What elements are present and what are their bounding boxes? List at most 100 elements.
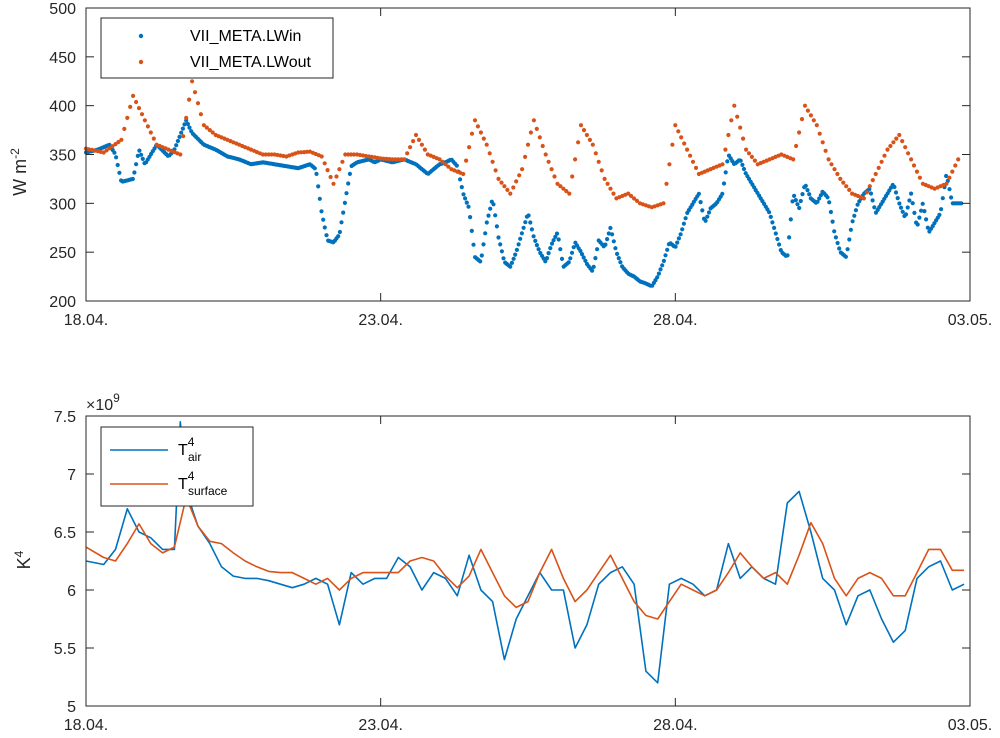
lwout-point [148,130,153,135]
lwin-point [917,215,922,220]
lwout-point [664,181,669,186]
lwin-point [591,264,596,269]
lwout-point [446,164,451,169]
lwin-point [912,210,917,215]
lwin-point [499,249,504,254]
top-legend: VII_META.LWin VII_META.LWout [100,17,334,79]
lwin-point [549,241,555,246]
lwout-point [411,139,416,144]
lwout-point [797,130,802,135]
lwout-point [903,145,908,150]
lwin-point [868,191,874,196]
legend-label-lwin: VII_META.LWin [190,28,301,45]
lwin-point [703,218,708,223]
legend-item-lwin: VII_META.LWin [138,28,301,45]
lwin-point [681,221,687,226]
bottom-x-tick-label: 23.04. [358,717,402,734]
lwout-point [823,148,828,153]
lwin-point [180,126,185,131]
lwin-point [139,152,144,157]
lwin-point [491,202,496,207]
lwin-point [458,177,463,182]
lwout-point [464,158,469,163]
legend-label-lwout: VII_META.LWout [190,54,311,71]
lwin-point [115,162,120,168]
lwin-point [795,202,800,207]
bottom-x-ticks: 18.04. 23.04. 28.04. 03.05. [64,416,992,734]
lwin-point [898,205,904,210]
lwin-point [344,191,349,196]
lwin-point [533,238,538,243]
lwout-point [688,153,693,158]
lwin-point [919,208,924,213]
lwout-point [405,151,410,156]
lwout-point [139,112,145,117]
lwout-point [461,171,466,177]
lwout-point [319,154,324,159]
lwin-point [130,176,135,182]
lwout-point [632,196,637,201]
lwout-point [879,159,884,164]
lwin-point [922,209,927,214]
top-y-tick-label: 200 [49,294,76,311]
lwout-point [723,147,728,152]
top-x-tick-label: 18.04. [64,312,108,329]
lwin-point [910,201,915,206]
lwout-point [844,184,849,189]
lwin-point [339,220,344,225]
lwout-point [808,113,814,118]
lwin-point [478,259,483,264]
bottom-chart: 55.566.577.5 18.04. 23.04. 28.04. 03.05. K4… [12,391,992,734]
legend-item-t-air: T4 air [110,435,201,464]
lwin-point [511,256,516,261]
lwout-point [599,168,604,173]
lwin-point [793,198,798,203]
lwout-point [125,115,130,120]
lwin-point [740,162,745,167]
legend-marker-lwin [138,33,144,39]
lwin-point [337,229,342,235]
lwin-point [723,170,728,175]
lwout-point [116,139,121,145]
lwout-point [573,157,578,162]
lwout-point [331,181,336,186]
lwin-point [481,242,486,247]
lwin-point [519,231,525,236]
lwin-point [949,195,954,200]
lwin-point [579,252,585,257]
lwin-point [135,153,140,158]
lwout-point [749,154,755,159]
top-x-ticks: 18.04. 23.04. 28.04. 03.05. [64,8,992,329]
lwout-point [393,157,398,162]
lwout-point [605,181,610,186]
lwout-point [735,114,740,119]
lwout-point [835,171,840,177]
lwin-point [464,200,469,205]
lwout-point [190,79,195,84]
lwin-point [571,245,576,250]
lwin-point [488,206,493,211]
lwout-point [131,93,136,98]
lwin-point [536,247,541,252]
lwin-point [656,271,662,276]
lwin-point [805,188,810,193]
lwout-point [676,129,681,134]
lwout-point [416,137,422,142]
lwout-point [340,159,345,164]
top-y-axis-label-main: W m [10,159,30,196]
lwin-point [940,196,945,201]
lwout-point [634,198,640,203]
lwin-point [855,202,860,207]
lwin-point [494,224,499,229]
lwout-point [729,118,734,123]
lwin-point [466,204,471,209]
lwin-point [920,201,925,206]
lwin-point [321,217,326,222]
lwin-point [675,240,680,245]
bottom-plot-frame [85,415,971,707]
lwin-point [593,256,598,261]
lwout-point [487,151,492,156]
lwin-point [700,208,705,213]
lwin-point [853,208,859,213]
lwin-point [895,196,900,201]
